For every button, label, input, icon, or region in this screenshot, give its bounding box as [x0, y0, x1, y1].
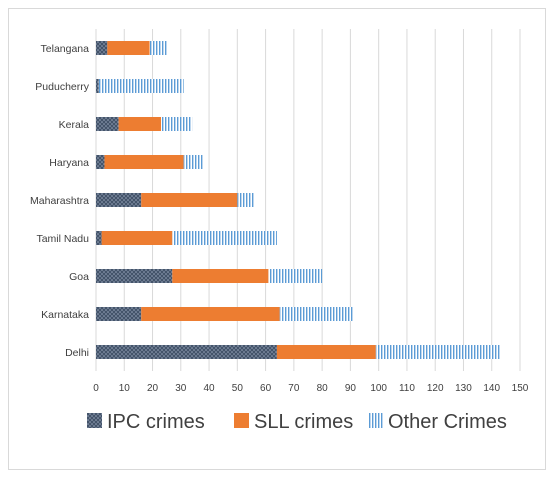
bar-segment-dots — [96, 231, 102, 245]
category-label: Goa — [69, 271, 89, 283]
category-label: Maharashtra — [30, 195, 89, 207]
x-tick-label: 0 — [93, 383, 99, 394]
x-tick-label: 120 — [427, 383, 444, 394]
category-label: Delhi — [65, 347, 89, 359]
legend-swatch — [87, 413, 102, 428]
bar-segment-solid — [118, 117, 162, 131]
bar-segment-vertical-lines — [183, 155, 204, 169]
bar-segment-solid — [101, 231, 173, 245]
bar-segment-dots — [96, 307, 142, 321]
x-tick-label: 90 — [345, 383, 357, 394]
bar-segment-solid — [107, 41, 150, 55]
x-tick-label: 110 — [399, 383, 415, 394]
bar-segment-dots — [96, 269, 173, 283]
legend-label: SLL crimes — [254, 411, 353, 433]
bar-segment-solid — [104, 155, 184, 169]
bar-segment-dots — [96, 193, 142, 207]
bar-segment-vertical-lines — [161, 117, 193, 131]
bar-segment-vertical-lines — [279, 307, 354, 321]
legend-swatch — [234, 413, 249, 428]
x-tick-label: 30 — [175, 383, 187, 394]
bar-segment-dots — [96, 155, 105, 169]
x-tick-label: 80 — [317, 383, 329, 394]
bar-segment-vertical-lines — [268, 269, 323, 283]
x-tick-labels: 0 10 20 30 40 50 60 70 80 90 100 110 120 130 140 150 — [93, 383, 529, 394]
bar-segment-vertical-lines — [98, 79, 184, 93]
x-tick-label: 40 — [204, 383, 216, 394]
x-tick-label: 100 — [370, 383, 387, 394]
stacked-bar-chart: Telangana Puducherry Kerala Haryana Maharash… — [30, 29, 529, 433]
bar-segment-vertical-lines — [149, 41, 167, 55]
bar-segment-solid — [141, 193, 238, 207]
category-label: Puducherry — [35, 81, 89, 93]
bar-segment-vertical-lines — [375, 345, 501, 359]
category-label: Kerala — [59, 119, 90, 131]
bar-segment-vertical-lines — [172, 231, 277, 245]
chart-frame: Telangana Puducherry Kerala Haryana Maharash… — [8, 8, 546, 470]
x-tick-label: 60 — [260, 383, 272, 394]
bar-segment-vertical-lines — [237, 193, 255, 207]
legend-swatch — [368, 413, 383, 428]
category-label: Tamil Nadu — [36, 233, 89, 245]
bars — [96, 41, 501, 359]
category-label: Karnataka — [41, 309, 89, 321]
legend: IPC crimes SLL crimes Other Crimes — [87, 411, 507, 433]
x-tick-label: 20 — [147, 383, 159, 394]
category-labels: Telangana Puducherry Kerala Haryana Maharash… — [30, 43, 90, 359]
x-tick-label: 130 — [455, 383, 472, 394]
bar-segment-solid — [141, 307, 280, 321]
legend-label: Other Crimes — [388, 411, 507, 433]
legend-label: IPC crimes — [107, 411, 205, 433]
bar-segment-solid — [276, 345, 376, 359]
x-tick-label: 70 — [288, 383, 300, 394]
x-tick-label: 150 — [512, 383, 529, 394]
category-label: Haryana — [49, 157, 89, 169]
bar-segment-dots — [96, 79, 99, 93]
bar-segment-solid — [172, 269, 269, 283]
x-tick-label: 50 — [232, 383, 244, 394]
bar-segment-dots — [96, 117, 119, 131]
bar-segment-dots — [96, 345, 277, 359]
category-label: Telangana — [41, 43, 90, 55]
x-tick-label: 10 — [119, 383, 131, 394]
bar-segment-dots — [96, 41, 108, 55]
x-tick-label: 140 — [483, 383, 500, 394]
